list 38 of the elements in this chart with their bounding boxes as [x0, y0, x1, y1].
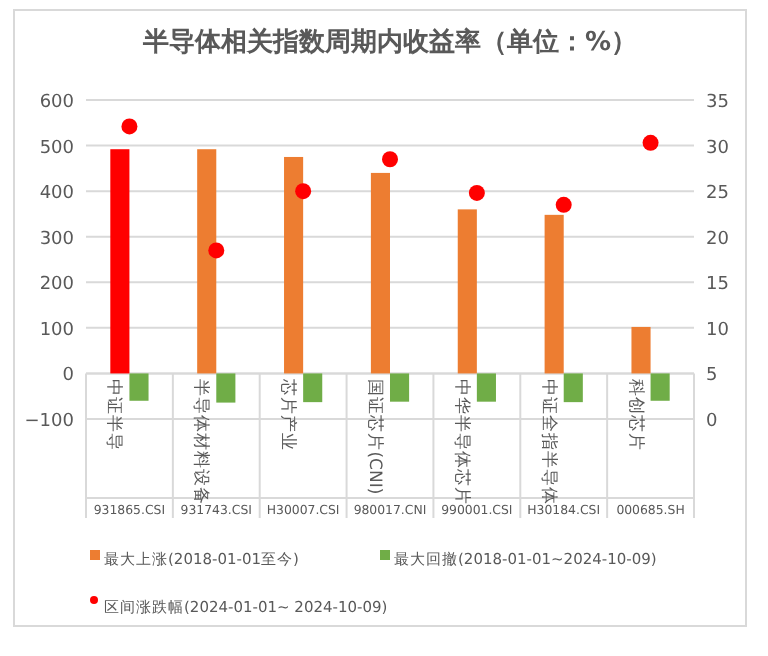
- y-tick-label: 500: [39, 138, 75, 159]
- y-tick-label: 300: [39, 229, 75, 250]
- bar: [370, 172, 390, 374]
- y2-tick-label: 0: [706, 412, 718, 432]
- y-tick-label: −100: [24, 412, 75, 432]
- y-tick-label: 100: [39, 320, 75, 341]
- y2-tick-label: 20: [706, 229, 730, 250]
- point: [555, 196, 572, 213]
- y-tick-label: 0: [62, 366, 75, 387]
- y2-tick-label: 15: [706, 275, 729, 296]
- bar: [197, 149, 217, 374]
- y2-tick-label: 25: [706, 184, 729, 205]
- point: [468, 184, 485, 201]
- y2-tick-label: 30: [706, 138, 730, 159]
- bar: [544, 214, 564, 374]
- point: [208, 242, 225, 259]
- bar: [457, 209, 477, 374]
- bar: [650, 373, 670, 401]
- bar: [129, 373, 149, 401]
- point: [295, 183, 312, 200]
- bar: [110, 149, 130, 374]
- chart-title: 半导体相关指数周期内收益率（单位：%）: [140, 26, 638, 58]
- y-tick-label: 600: [39, 93, 75, 113]
- y2-tick-label: 35: [706, 93, 729, 113]
- bar: [284, 156, 304, 374]
- y-tick-label: 200: [39, 275, 75, 296]
- bar: [216, 373, 236, 403]
- point: [121, 118, 138, 135]
- point: [382, 151, 398, 168]
- y2-tick-label: 10: [706, 320, 730, 341]
- bar: [563, 373, 583, 403]
- bar: [390, 373, 410, 402]
- bar: [476, 373, 496, 402]
- bar: [631, 326, 651, 374]
- y2-tick-label: 5: [706, 366, 718, 387]
- point: [642, 134, 659, 151]
- y-tick-label: 400: [39, 184, 75, 205]
- bar: [303, 373, 323, 403]
